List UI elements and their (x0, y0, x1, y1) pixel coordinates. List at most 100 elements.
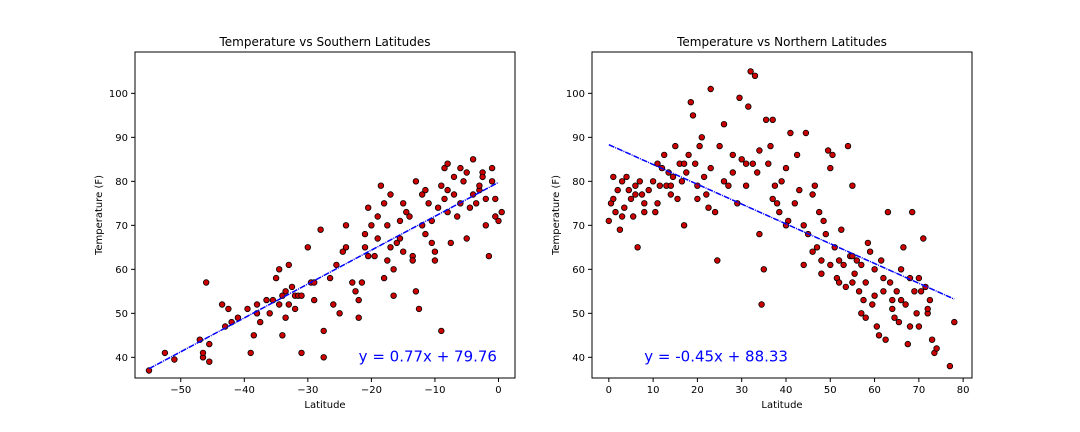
scatter-point (488, 164, 496, 172)
scatter-point (897, 296, 905, 304)
scatter-point (202, 279, 210, 286)
scatter-point (282, 314, 289, 321)
scatter-point (928, 336, 936, 343)
scatter-point (476, 182, 483, 189)
scatter-point (495, 217, 502, 225)
scatter-point (412, 288, 420, 295)
scatter-point (450, 173, 458, 181)
scatter-point (358, 279, 366, 286)
scatter-point (627, 195, 635, 203)
scatter-point (813, 244, 821, 251)
scatter-point (288, 283, 296, 291)
scatter-point (849, 182, 856, 189)
scatter-point (871, 292, 878, 299)
scatter-point (641, 208, 648, 216)
scatter-point (400, 248, 407, 255)
scatter-point (438, 327, 445, 335)
scatter-point (425, 200, 432, 207)
scatter-point (776, 208, 783, 216)
scatter-point (787, 129, 794, 137)
x-tick-label: 10 (647, 385, 660, 396)
scatter-point (924, 305, 931, 313)
scatter-point (933, 345, 940, 352)
scatter-point (696, 142, 703, 150)
scatter-point (698, 134, 705, 141)
scatter-point (683, 169, 690, 176)
scatter-point (913, 310, 920, 317)
scatter-point (145, 367, 153, 374)
scatter-point (835, 257, 843, 264)
scatter-point (330, 301, 337, 308)
scatter-point (485, 252, 493, 260)
scatter-point (680, 222, 688, 229)
scatter-point (605, 217, 612, 225)
scatter-point (380, 274, 388, 282)
scatter-point (434, 204, 442, 211)
scatter-point (769, 195, 776, 203)
scatter-point (778, 178, 785, 185)
scatter-point (384, 222, 391, 229)
scatter-point (623, 173, 630, 181)
scatter-point (667, 182, 674, 189)
scatter-point (900, 244, 907, 251)
scatter-point (800, 261, 807, 269)
scatter-point (161, 349, 169, 357)
scatter-point (320, 354, 327, 361)
scatter-point (482, 222, 489, 229)
scatter-point (844, 142, 852, 150)
scatter-point (393, 239, 400, 247)
y-tick-label: 40 (572, 353, 585, 364)
scatter-point (652, 208, 659, 216)
scatter-point (911, 288, 918, 295)
scatter-point (880, 274, 887, 282)
scatter-point (387, 191, 394, 198)
scatter-point (616, 226, 624, 233)
scatter-point (689, 112, 697, 119)
scatter-point (618, 178, 626, 185)
x-tick-label: 50 (824, 385, 837, 396)
scatter-point (361, 244, 369, 251)
scatter-point (654, 160, 661, 167)
scatter-point (875, 332, 883, 339)
scatter-point (909, 208, 916, 216)
scatter-point (384, 257, 391, 264)
scatter-point (729, 151, 736, 159)
scatter-point (266, 310, 273, 317)
scatter-point (645, 186, 652, 194)
scatter-point (674, 195, 681, 203)
scatter-point (716, 142, 723, 150)
scatter-point (720, 178, 728, 185)
scatter-point (406, 213, 413, 220)
scatter-point (457, 164, 464, 172)
scatter-point (827, 261, 834, 269)
scatter-point (342, 222, 350, 229)
y-tick-label: 90 (572, 133, 585, 144)
x-axis-ticks: 0 10 20 30 40 50 60 70 80 (606, 378, 970, 396)
y-tick-label: 100 (109, 89, 128, 100)
scatter-point (610, 173, 617, 181)
scatter-point (835, 279, 843, 286)
scatter-point (326, 274, 334, 282)
scatter-point (272, 274, 280, 282)
scatter-point (610, 195, 617, 203)
scatter-point (304, 244, 311, 251)
scatter-point (422, 230, 429, 238)
scatter-point (291, 305, 299, 313)
scatter-point (760, 266, 767, 273)
scatter-point (897, 266, 905, 273)
scatter-point (342, 244, 350, 251)
scatter-point (878, 257, 885, 264)
scatter-point (298, 349, 305, 357)
scatter-point (827, 164, 834, 172)
scatter-point (221, 323, 229, 330)
scatter-point (199, 349, 207, 357)
scatter-point (355, 314, 362, 321)
scatter-point (377, 182, 385, 189)
scatter-point (951, 318, 958, 326)
scatter-point (851, 270, 858, 277)
scatter-point (946, 362, 954, 370)
chart-title: Temperature vs Northern Latitudes (676, 35, 887, 49)
y-tick-label: 40 (115, 353, 128, 364)
x-tick-label: 20 (691, 385, 704, 396)
scatter-point (298, 292, 305, 299)
